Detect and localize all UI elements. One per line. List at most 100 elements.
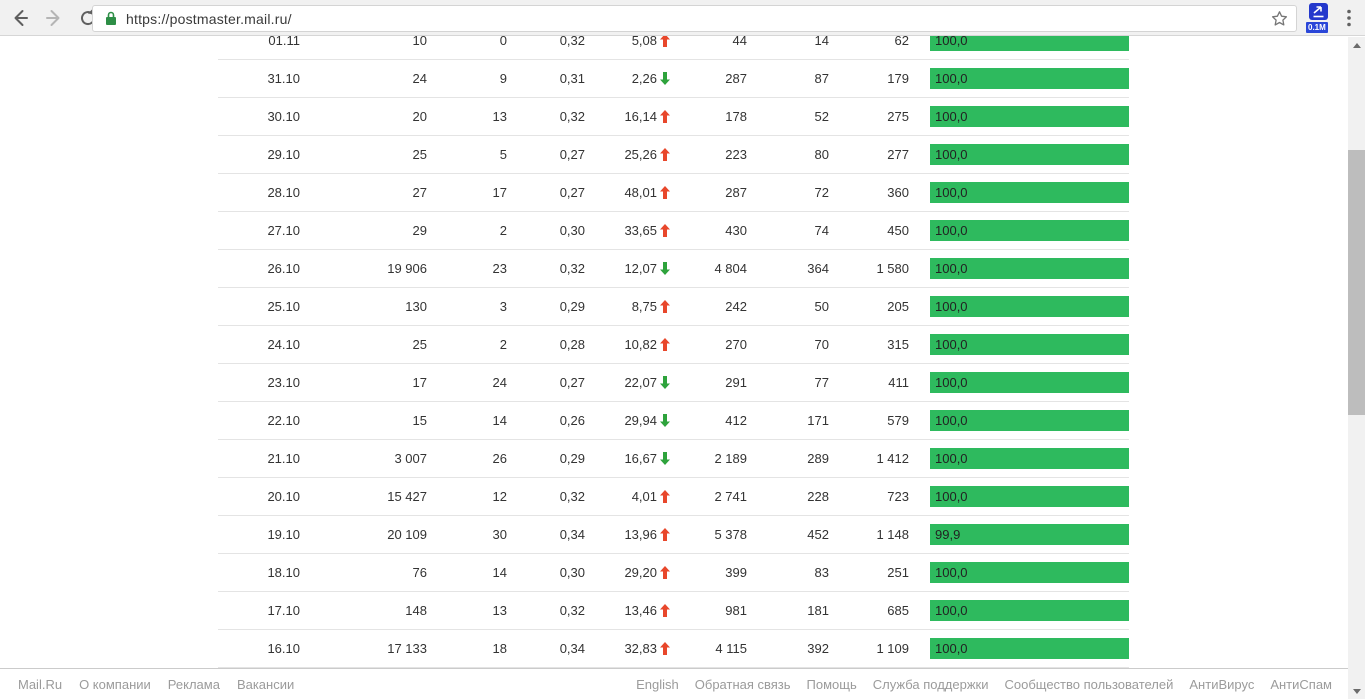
- cell-value: 50: [814, 299, 829, 314]
- cell-value: 5: [499, 147, 507, 162]
- delivery-bar: 100,0: [930, 638, 1129, 659]
- cell-value: 1 148: [876, 527, 909, 542]
- cell-value: 5 378: [714, 527, 747, 542]
- cell-value-with-trend: 5,08: [585, 33, 670, 48]
- url-text[interactable]: https://postmaster.mail.ru/: [126, 10, 292, 27]
- cell-value: 0,32: [559, 489, 585, 504]
- cell-value: 579: [887, 413, 909, 428]
- statistics-table: 01.11 10 0 0,32 5,08 44 14 62 100,0 31.1…: [218, 22, 1129, 668]
- table-row: 27.10 29 2 0,30 33,65 430 74 450 100,0: [218, 212, 1129, 250]
- delivery-bar-track: 100,0: [930, 334, 1129, 355]
- cell-value: 3 007: [394, 451, 427, 466]
- cell-value-with-trend: 29,94: [585, 413, 670, 428]
- bookmark-star-icon[interactable]: [1271, 10, 1288, 27]
- trend-down-icon: [660, 376, 670, 389]
- cell-value: 0,30: [559, 565, 585, 580]
- table-row: 20.10 15 427 12 0,32 4,01 2 741 228 723 …: [218, 478, 1129, 516]
- scrollbar-thumb[interactable]: [1348, 150, 1365, 415]
- scrollbar-up-arrow[interactable]: [1348, 37, 1365, 53]
- delivery-bar-track: 99,9: [930, 524, 1129, 545]
- address-bar[interactable]: https://postmaster.mail.ru/: [92, 5, 1297, 32]
- cell-value: 0: [499, 33, 507, 48]
- footer-link-right-0[interactable]: English: [636, 676, 679, 692]
- cell-value: 24: [412, 71, 427, 86]
- footer-link-right-2[interactable]: Помощь: [806, 676, 857, 692]
- cell-date: 01.11: [268, 33, 300, 48]
- cell-date: 29.10: [267, 147, 300, 162]
- https-lock-icon[interactable]: [105, 11, 117, 26]
- back-button[interactable]: [6, 4, 34, 32]
- footer-links-right: English Обратная связь Помощь Служба поддер…: [620, 677, 1332, 692]
- delivery-bar: 100,0: [930, 258, 1129, 279]
- table-row: 16.10 17 133 18 0,34 32,83 4 115 392 1 1…: [218, 630, 1129, 668]
- footer-link-right-1[interactable]: Обратная связь: [694, 676, 791, 692]
- delivery-bar: 100,0: [930, 562, 1129, 583]
- forward-button[interactable]: [40, 4, 68, 32]
- cell-value: 148: [405, 603, 427, 618]
- cell-value: 181: [807, 603, 829, 618]
- cell-value: 12: [492, 489, 507, 504]
- delivery-bar-track: 100,0: [930, 68, 1129, 89]
- cell-value: 0,28: [559, 337, 585, 352]
- footer-link-left-0[interactable]: Mail.Ru: [18, 676, 63, 692]
- table-row: 25.10 130 3 0,29 8,75 242 50 205 100,0: [218, 288, 1129, 326]
- trend-up-icon: [660, 224, 670, 237]
- cell-value: 32,83: [624, 641, 657, 656]
- cell-value: 15: [412, 413, 427, 428]
- cell-value: 5,08: [631, 33, 657, 48]
- delivery-bar-track: 100,0: [930, 296, 1129, 317]
- cell-value: 411: [888, 375, 909, 390]
- cell-value: 29,20: [624, 565, 657, 580]
- delivery-bar: 100,0: [930, 448, 1129, 469]
- cell-value: 44: [732, 33, 747, 48]
- footer-link-right-6[interactable]: АнтиСпам: [1270, 676, 1332, 692]
- table-row: 30.10 20 13 0,32 16,14 178 52 275 100,0: [218, 98, 1129, 136]
- delivery-bar-track: 100,0: [930, 638, 1129, 659]
- cell-date: 24.10: [267, 337, 300, 352]
- cell-value: 8,75: [631, 299, 657, 314]
- delivery-bar: 100,0: [930, 68, 1129, 89]
- cell-value: 33,65: [624, 223, 657, 238]
- extension-button[interactable]: 0.1M: [1306, 3, 1330, 33]
- cell-value-with-trend: 33,65: [585, 223, 670, 238]
- cell-value: 4 804: [714, 261, 747, 276]
- footer-link-left-3[interactable]: Вакансии: [236, 676, 295, 692]
- trend-up-icon: [660, 490, 670, 503]
- cell-value: 19 906: [387, 261, 427, 276]
- footer-link-left-1[interactable]: О компании: [79, 676, 151, 692]
- trend-up-icon: [660, 338, 670, 351]
- cell-value: 2: [499, 337, 507, 352]
- delivery-bar-track: 100,0: [930, 600, 1129, 621]
- table-row: 23.10 17 24 0,27 22,07 291 77 411 100,0: [218, 364, 1129, 402]
- cell-value: 360: [887, 185, 909, 200]
- table-row: 26.10 19 906 23 0,32 12,07 4 804 364 1 5…: [218, 250, 1129, 288]
- cell-value: 29: [412, 223, 427, 238]
- delivery-bar: 100,0: [930, 144, 1129, 165]
- cell-date: 23.10: [267, 375, 300, 390]
- cell-value: 15 427: [387, 489, 427, 504]
- cell-value: 9: [499, 71, 507, 86]
- cell-date: 17.10: [267, 603, 300, 618]
- cell-date: 26.10: [267, 261, 300, 276]
- footer-link-left-2[interactable]: Реклама: [167, 676, 220, 692]
- delivery-bar-track: 100,0: [930, 448, 1129, 469]
- cell-date: 18.10: [267, 565, 300, 580]
- vertical-scrollbar[interactable]: [1348, 37, 1365, 699]
- footer-link-right-4[interactable]: Сообщество пользователей: [1004, 676, 1174, 692]
- cell-value: 0,30: [559, 223, 585, 238]
- footer-link-right-3[interactable]: Служба поддержки: [872, 676, 989, 692]
- trend-up-icon: [660, 566, 670, 579]
- cell-value: 23: [492, 261, 507, 276]
- browser-toolbar: https://postmaster.mail.ru/ 0.1M: [0, 0, 1365, 36]
- cell-value-with-trend: 29,20: [585, 565, 670, 580]
- cell-value: 70: [814, 337, 829, 352]
- cell-value: 0,31: [559, 71, 585, 86]
- cell-value: 77: [814, 375, 829, 390]
- table-row: 19.10 20 109 30 0,34 13,96 5 378 452 1 1…: [218, 516, 1129, 554]
- footer-link-right-5[interactable]: АнтиВирус: [1189, 676, 1255, 692]
- trend-up-icon: [660, 642, 670, 655]
- cell-value: 452: [807, 527, 829, 542]
- scrollbar-down-arrow[interactable]: [1348, 683, 1365, 699]
- browser-menu-button[interactable]: [1338, 4, 1360, 32]
